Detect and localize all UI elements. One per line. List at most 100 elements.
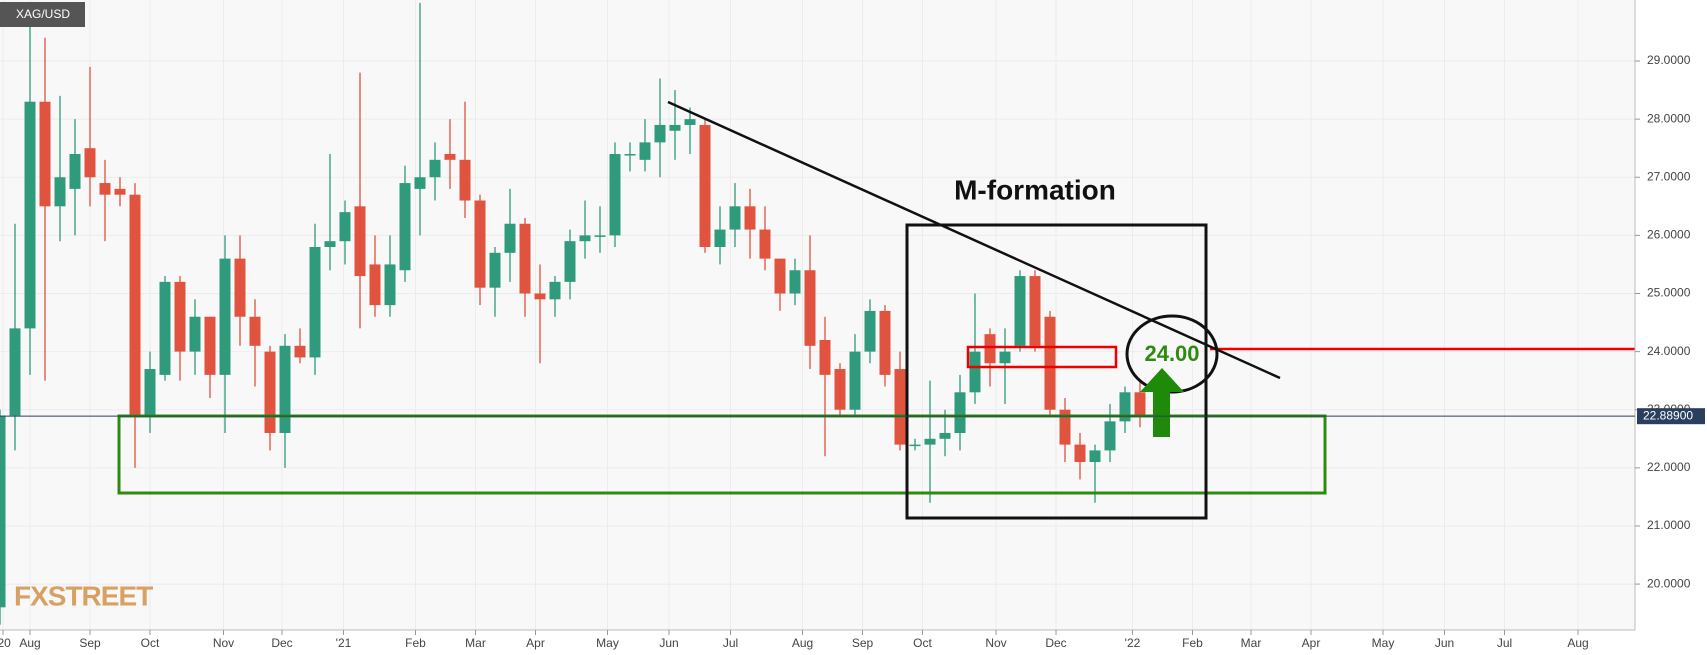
x-tick-label: Sep bbox=[852, 636, 874, 650]
candle-body bbox=[864, 310, 876, 352]
candle-body bbox=[1029, 276, 1041, 346]
y-tick-label: 29.0000 bbox=[1647, 53, 1691, 67]
candle-body bbox=[804, 270, 816, 346]
candle-body bbox=[549, 281, 561, 300]
candle-body bbox=[759, 229, 771, 259]
candle-body bbox=[69, 154, 81, 189]
candle-body bbox=[969, 351, 981, 393]
candle-body bbox=[909, 444, 921, 447]
candle-body bbox=[1134, 392, 1146, 416]
candle-body bbox=[459, 159, 471, 201]
candle-body bbox=[609, 154, 621, 236]
candle-body bbox=[924, 438, 936, 445]
x-tick-label: Nov bbox=[213, 636, 234, 650]
x-tick-label: '20 bbox=[0, 636, 11, 650]
candle-body bbox=[414, 177, 426, 189]
candle-body bbox=[639, 142, 651, 160]
candle-body bbox=[54, 177, 66, 207]
candle-body bbox=[954, 392, 966, 433]
source-logo: FXSTREET bbox=[14, 580, 153, 611]
candle-body bbox=[339, 212, 351, 242]
x-tick-label: Jun bbox=[659, 636, 678, 650]
candle-body bbox=[144, 369, 156, 416]
y-tick-label: 28.0000 bbox=[1647, 111, 1691, 125]
candle-body bbox=[669, 124, 681, 131]
candle-body bbox=[1059, 409, 1071, 445]
x-tick-label: Feb bbox=[1182, 636, 1203, 650]
candle-body bbox=[984, 334, 996, 364]
candle-body bbox=[654, 124, 666, 143]
candle-body bbox=[534, 293, 546, 300]
candle-body bbox=[744, 206, 756, 230]
x-tick-label: Jul bbox=[723, 636, 738, 650]
candle-body bbox=[429, 159, 441, 178]
x-tick-label: Mar bbox=[465, 636, 486, 650]
candle-body bbox=[564, 241, 576, 282]
y-tick-label: 25.0000 bbox=[1647, 286, 1691, 300]
candle-body bbox=[84, 148, 96, 178]
candle-body bbox=[114, 188, 126, 195]
candle-body bbox=[894, 369, 906, 445]
candle-body bbox=[714, 229, 726, 248]
candles bbox=[0, 2, 1146, 625]
resistance-box bbox=[966, 345, 1118, 369]
axes: 20.000021.000022.000023.000024.000025.00… bbox=[0, 53, 1705, 650]
candle-body bbox=[624, 154, 636, 156]
candle-body bbox=[999, 351, 1011, 364]
candle-body bbox=[39, 101, 51, 207]
candle-body bbox=[579, 235, 591, 242]
x-tick-label: Apr bbox=[1302, 636, 1321, 650]
y-tick-label: 24.0000 bbox=[1647, 344, 1691, 358]
candle-body bbox=[0, 415, 6, 608]
candle-body bbox=[219, 258, 231, 375]
candle-body bbox=[99, 183, 111, 195]
candle-body bbox=[504, 223, 516, 253]
y-tick-label: 20.0000 bbox=[1647, 576, 1691, 590]
x-tick-label: Sep bbox=[79, 636, 101, 650]
candle-body bbox=[1089, 450, 1101, 463]
candle-body bbox=[309, 247, 321, 358]
candle-body bbox=[1119, 392, 1131, 422]
trend-line bbox=[667, 100, 1281, 380]
y-tick-label: 21.0000 bbox=[1647, 518, 1691, 532]
candle-body bbox=[264, 351, 276, 433]
x-tick-label: Oct bbox=[141, 636, 160, 650]
candle-body bbox=[9, 328, 21, 416]
up-arrow bbox=[1140, 368, 1184, 437]
x-tick-label: Aug bbox=[792, 636, 813, 650]
x-tick-label: Nov bbox=[985, 636, 1006, 650]
x-tick-label: Oct bbox=[913, 636, 932, 650]
x-tick-label: '22 bbox=[1125, 636, 1141, 650]
candle-body bbox=[1014, 276, 1026, 346]
x-tick-label: Aug bbox=[1567, 636, 1588, 650]
candle-body bbox=[294, 345, 306, 358]
candle-body bbox=[384, 264, 396, 306]
candle-body bbox=[279, 345, 291, 433]
candle-body bbox=[234, 258, 246, 317]
y-tick-label: 22.0000 bbox=[1647, 460, 1691, 474]
x-tick-label: '21 bbox=[336, 636, 352, 650]
candle-body bbox=[189, 316, 201, 352]
candle-body bbox=[789, 270, 801, 294]
x-tick-label: Mar bbox=[1241, 636, 1262, 650]
pattern-label: M-formation bbox=[954, 174, 1116, 205]
candle-body bbox=[774, 258, 786, 294]
candle-body bbox=[249, 316, 261, 346]
x-tick-label: May bbox=[596, 636, 619, 650]
x-tick-label: Jun bbox=[1435, 636, 1454, 650]
symbol-badge bbox=[0, 2, 85, 27]
candle-body bbox=[594, 235, 606, 237]
x-tick-label: May bbox=[1372, 636, 1395, 650]
pattern-box bbox=[905, 223, 1208, 520]
candle-body bbox=[204, 316, 216, 375]
y-tick-label: 27.0000 bbox=[1647, 169, 1691, 183]
candle-body bbox=[474, 200, 486, 288]
target-label: 24.00 bbox=[1144, 341, 1199, 366]
y-tick-label: 26.0000 bbox=[1647, 228, 1691, 242]
chart-title: XAG/USD bbox=[16, 7, 70, 21]
candle-body bbox=[684, 119, 696, 125]
plot-area bbox=[0, 0, 1635, 630]
candle-body bbox=[399, 183, 411, 271]
candle-body bbox=[129, 194, 141, 416]
